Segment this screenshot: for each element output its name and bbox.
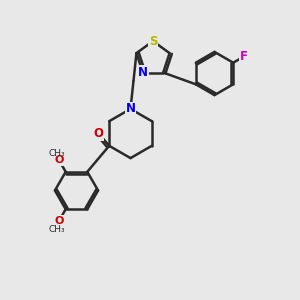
Text: O: O: [54, 216, 64, 226]
Text: O: O: [94, 127, 103, 140]
Text: F: F: [240, 50, 248, 63]
Text: CH₃: CH₃: [49, 149, 65, 158]
Text: N: N: [125, 102, 136, 116]
Text: N: N: [138, 66, 148, 79]
Text: S: S: [149, 34, 157, 48]
Text: CH₃: CH₃: [48, 225, 65, 234]
Text: O: O: [54, 155, 64, 165]
